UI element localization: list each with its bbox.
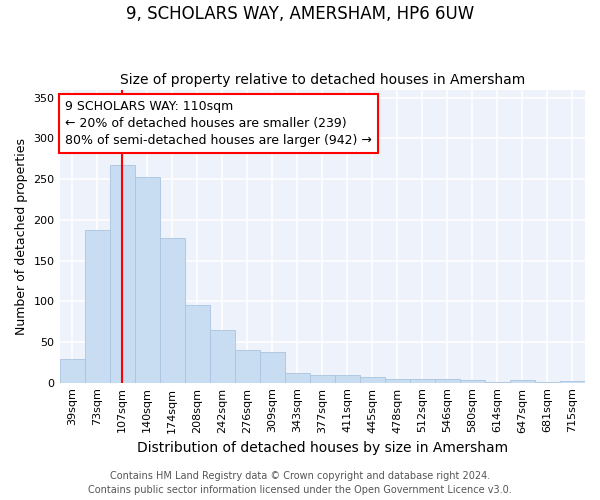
Bar [285,373,310,382]
Title: Size of property relative to detached houses in Amersham: Size of property relative to detached ho… [119,73,525,87]
Bar [410,380,435,382]
Bar [260,352,285,382]
Bar [235,350,260,382]
Text: 9 SCHOLARS WAY: 110sqm
← 20% of detached houses are smaller (239)
80% of semi-de: 9 SCHOLARS WAY: 110sqm ← 20% of detached… [65,100,371,147]
Bar [134,178,160,382]
Bar [360,377,385,382]
Bar [460,380,485,382]
Bar [310,376,335,382]
Bar [560,381,585,382]
Bar [385,378,410,382]
Bar [510,380,535,382]
Text: 9, SCHOLARS WAY, AMERSHAM, HP6 6UW: 9, SCHOLARS WAY, AMERSHAM, HP6 6UW [126,5,474,23]
Bar [110,166,134,382]
Y-axis label: Number of detached properties: Number of detached properties [15,138,28,334]
Text: Contains HM Land Registry data © Crown copyright and database right 2024.
Contai: Contains HM Land Registry data © Crown c… [88,471,512,495]
Bar [435,380,460,382]
Bar [209,330,235,382]
Bar [185,306,209,382]
Bar [59,359,85,382]
Bar [85,230,110,382]
Bar [160,238,185,382]
X-axis label: Distribution of detached houses by size in Amersham: Distribution of detached houses by size … [137,441,508,455]
Bar [335,376,360,382]
